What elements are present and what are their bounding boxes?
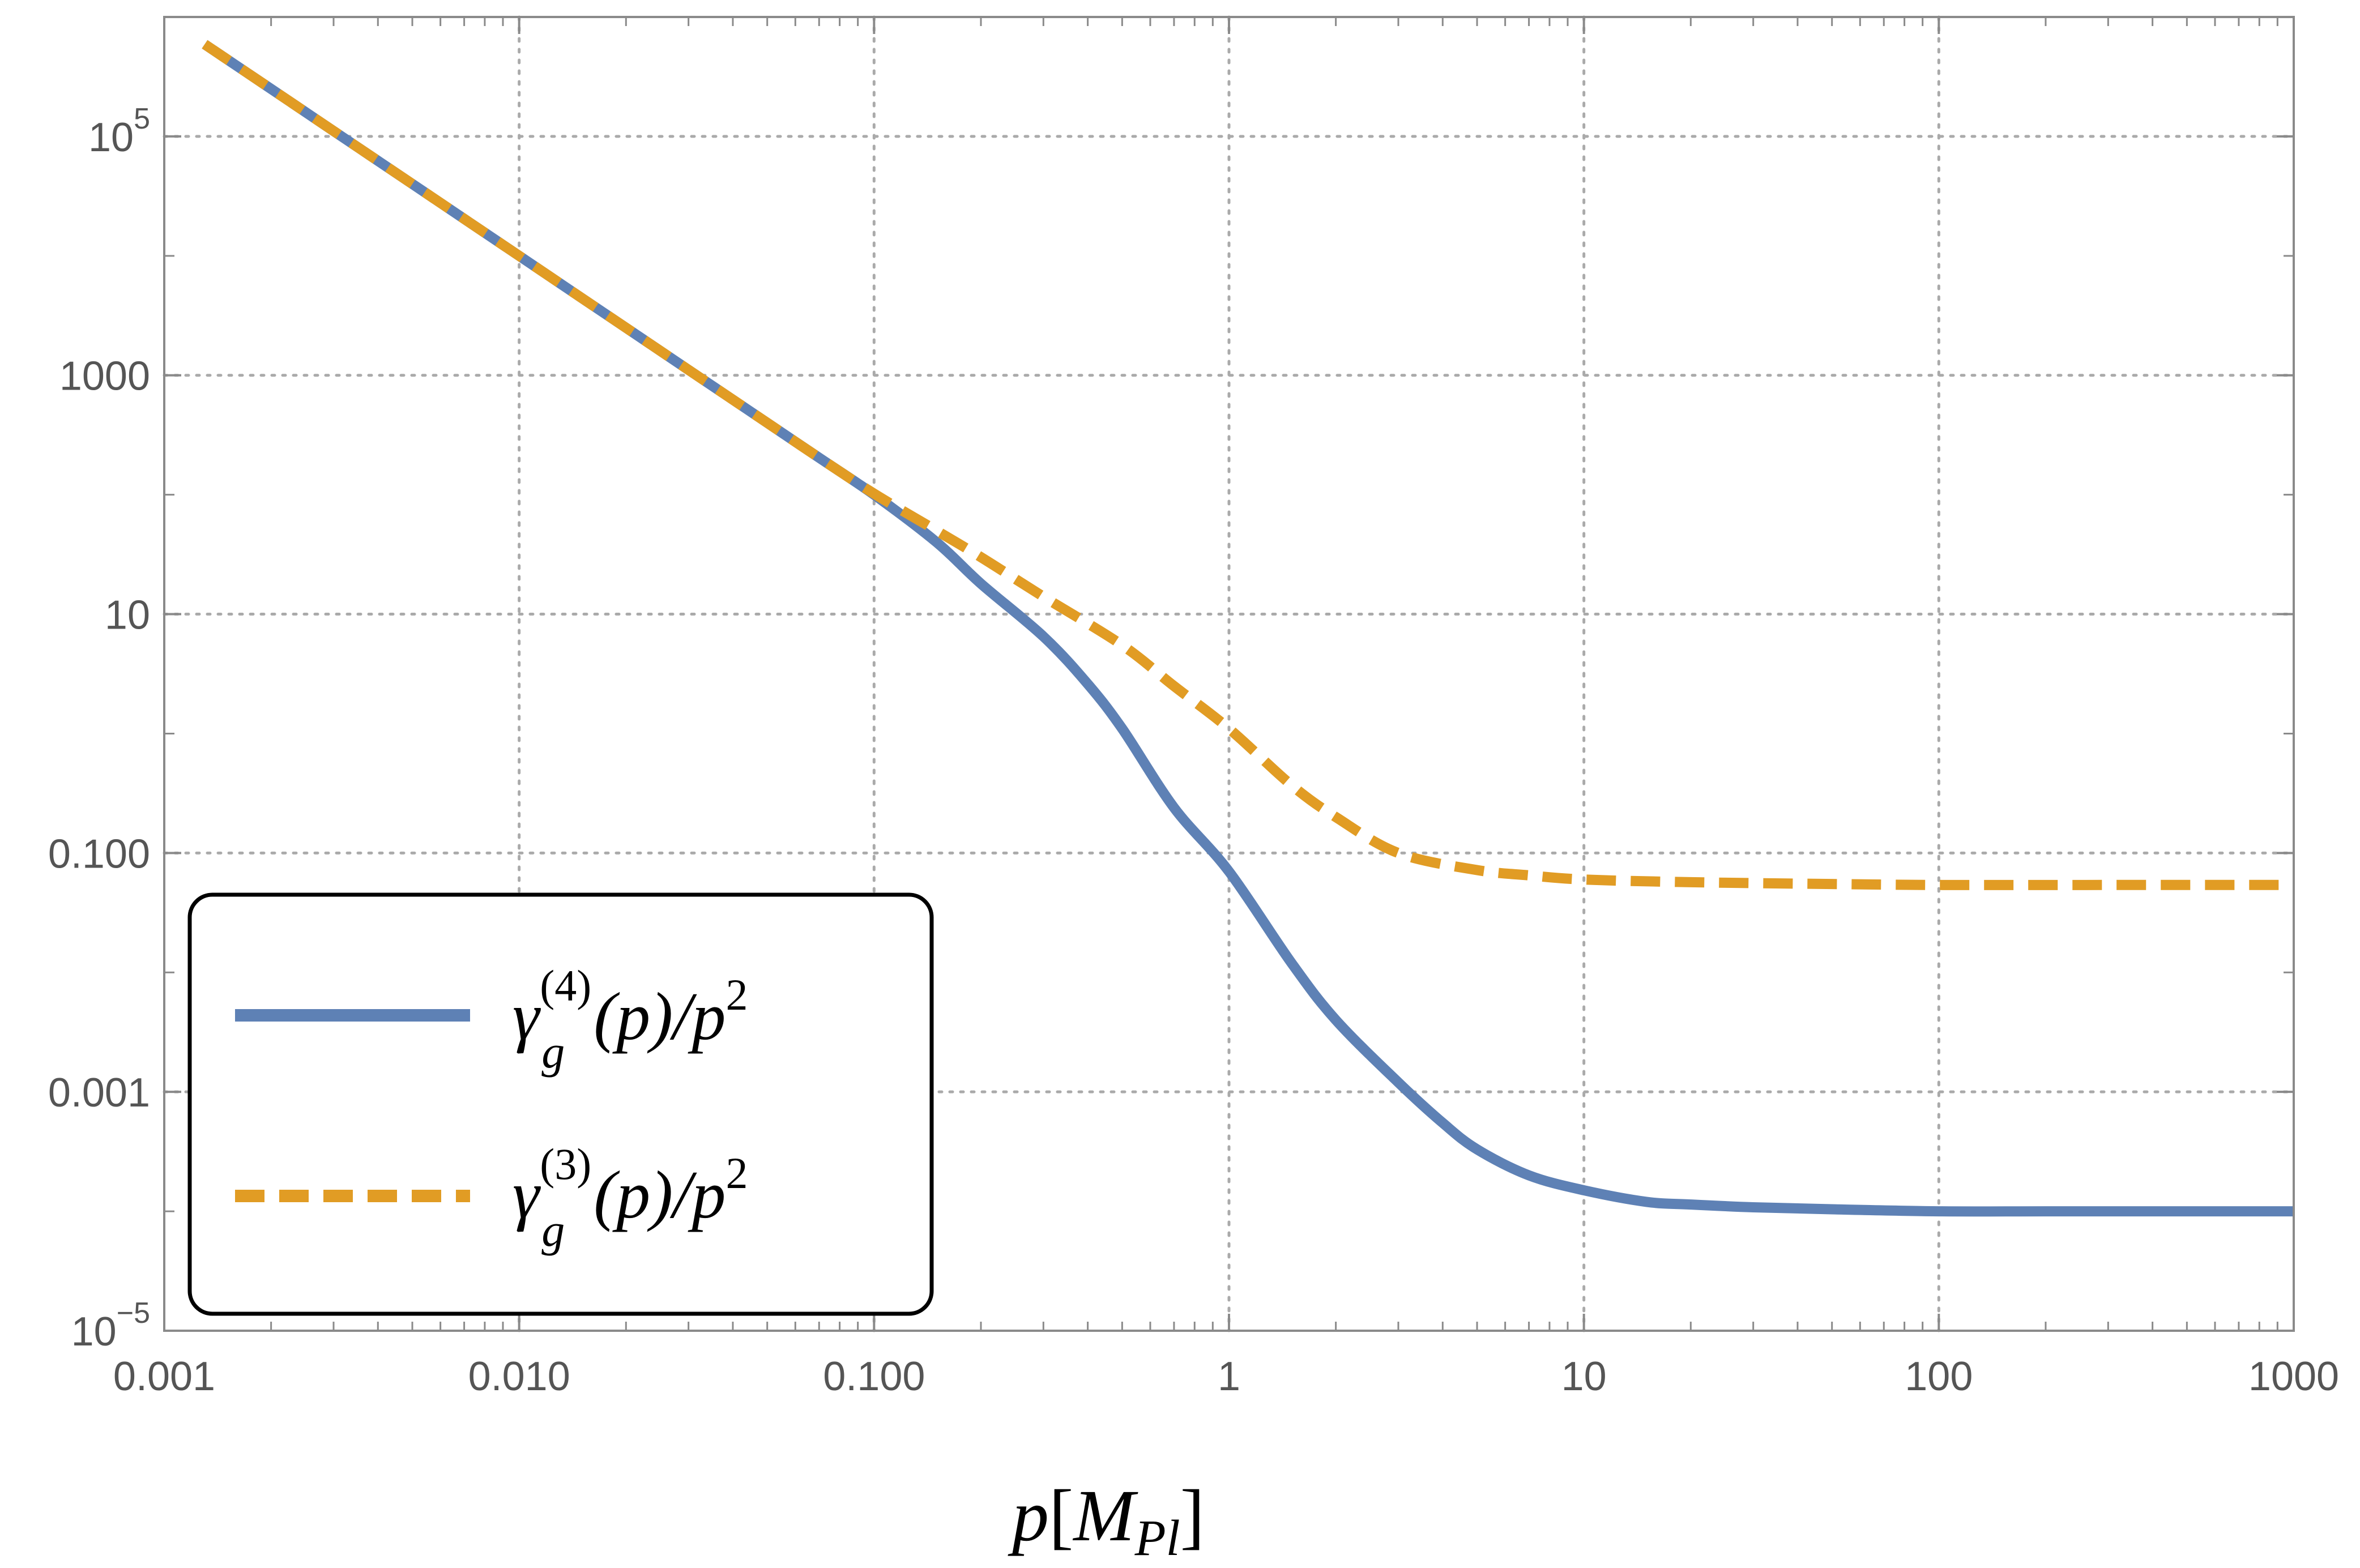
y-tick-label-base: 10 — [88, 115, 134, 160]
legend-label-series-1: γg (4)(p)/p2 — [513, 961, 748, 1078]
legend-2-sym: γ — [513, 1157, 541, 1232]
legend-box — [187, 892, 934, 1316]
y-tick-label: 0.100 — [48, 831, 150, 877]
major-ticks — [163, 17, 2295, 1332]
legend-1-sub: g — [541, 1026, 565, 1078]
y-tick-label-base: 10 — [71, 1309, 117, 1355]
x-tick-label: 1 — [1218, 1354, 1240, 1399]
legend-2-arg: (p)/p — [594, 1157, 726, 1232]
x-axis-label: p[MPl] — [1008, 1475, 1205, 1566]
x-axis-label-m: M — [1072, 1475, 1138, 1557]
x-axis-label-sub: Pl — [1134, 1510, 1180, 1566]
x-tick-label: 0.010 — [468, 1354, 570, 1399]
y-tick-label: 10−5 — [71, 1297, 150, 1355]
y-tick-label: 1000 — [59, 354, 150, 399]
series-layer — [202, 40, 2294, 1217]
x-axis-label-bracket-close: ] — [1180, 1475, 1205, 1557]
legend-1-sym: γ — [513, 979, 541, 1054]
legend-1-arg: (p)/p — [594, 979, 726, 1054]
x-tick-label: 0.001 — [113, 1354, 215, 1399]
legend-1-sup: (4) — [540, 961, 591, 1010]
legend-2-sup: (3) — [540, 1139, 591, 1189]
y-tick-label: 10 — [105, 593, 150, 638]
x-axis-label-p: p — [1008, 1475, 1049, 1557]
x-tick-label: 100 — [1905, 1354, 1973, 1399]
x-tick-labels: 0.001 0.010 0.100 1 10 100 1000 — [113, 1354, 2339, 1399]
x-tick-label: 10 — [1561, 1354, 1607, 1399]
x-axis-label-bracket-open: [ — [1049, 1475, 1073, 1557]
grid — [163, 15, 2295, 1332]
y-tick-label-exp: 5 — [134, 102, 150, 135]
y-tick-label: 105 — [88, 102, 150, 160]
x-tick-label: 0.100 — [823, 1354, 925, 1399]
y-tick-label-exp: −5 — [117, 1297, 150, 1330]
legend: γg(4)(p)/p2 γg(3)(p)/p2 — [187, 892, 934, 1316]
x-tick-label: 1000 — [2248, 1354, 2339, 1399]
legend-1-pow: 2 — [726, 970, 748, 1019]
legend-2-pow: 2 — [726, 1148, 748, 1198]
legend-2-sub: g — [541, 1204, 565, 1256]
series-2-line — [202, 40, 2294, 890]
y-tick-label: 0.001 — [48, 1070, 150, 1116]
legend-label-series-2: γg (3)(p)/p2 — [513, 1139, 748, 1256]
